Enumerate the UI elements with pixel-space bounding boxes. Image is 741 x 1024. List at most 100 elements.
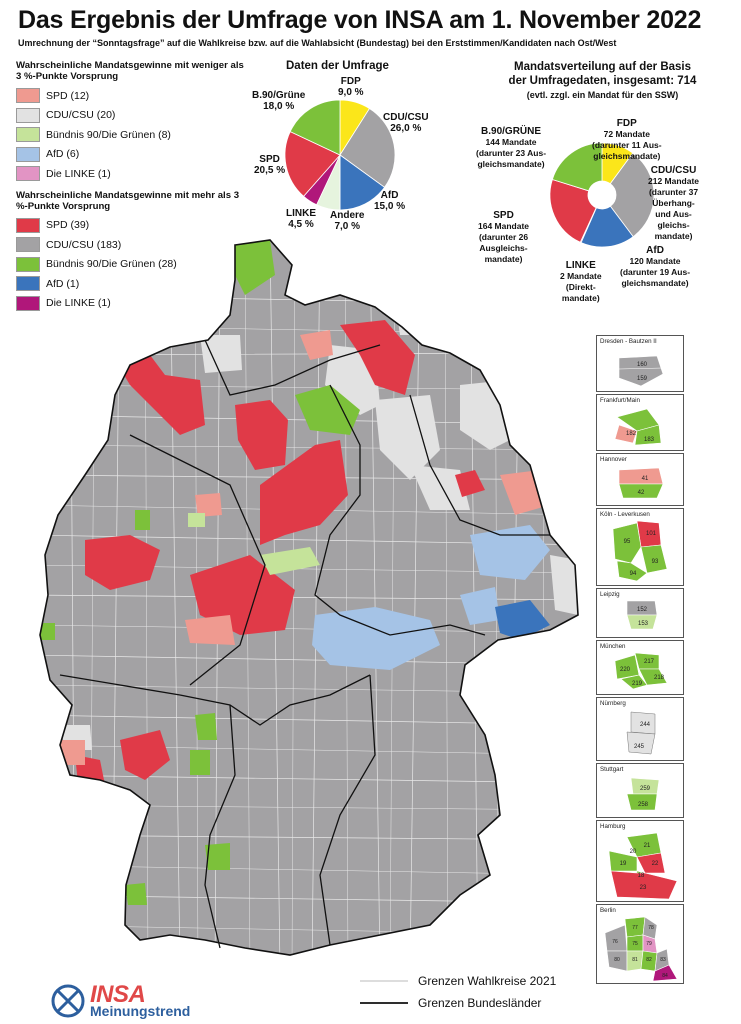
- donut-label-gruene: B.90/GRÜNE 144 Mandate (darunter 23 Aus-gl…: [476, 126, 547, 169]
- svg-text:19: 19: [620, 861, 627, 867]
- swatch-afd-strong: [16, 276, 40, 292]
- legend-item: Bündnis 90/Die Grünen (28): [16, 255, 246, 275]
- map-region-spd-strong: [260, 440, 348, 545]
- svg-text:18: 18: [638, 873, 645, 879]
- inset-frankfurt: Frankfurt/Main 182 183: [596, 394, 684, 451]
- poll-pie-chart: Daten der Umfrage FDP 9,0 % CDU/CSU 26,0 %…: [248, 60, 448, 240]
- slice-spd: [549, 178, 597, 243]
- inset-title: Hannover: [600, 456, 627, 463]
- svg-text:182: 182: [626, 431, 637, 437]
- map-region-afd-weak: [470, 525, 550, 580]
- slice-afd: [339, 154, 386, 211]
- map-region-gruene-strong: [295, 385, 360, 435]
- slice-b-90-gr-ne: [289, 99, 341, 156]
- pie-label-andere: Andere 7,0 %: [330, 210, 365, 232]
- svg-text:183: 183: [644, 437, 655, 443]
- svg-text:93: 93: [652, 559, 659, 565]
- svg-text:78: 78: [648, 925, 654, 931]
- legend-label: CDU/CSU (183): [46, 238, 122, 251]
- donut-label-linke: LINKE 2 Mandate (Direkt-mandate): [560, 260, 602, 303]
- inset-berlin: Berlin 76 77 78 75 79 80 81 82 83 84: [596, 904, 684, 984]
- legend-label: Die LINKE (1): [46, 167, 111, 180]
- inset-title: Stuttgart: [600, 766, 624, 773]
- svg-text:258: 258: [638, 802, 649, 808]
- legend-label: Die LINKE (1): [46, 297, 111, 310]
- legend-item: AfD (1): [16, 274, 246, 294]
- svg-text:82: 82: [646, 957, 652, 963]
- inset-muenchen: München 217 220 218 219: [596, 640, 684, 695]
- inset-title: Hamburg: [600, 823, 626, 830]
- legend-item: CDU/CSU (20): [16, 106, 246, 126]
- map-region-gruene-strong: [125, 883, 147, 905]
- slice-cdu-csu: [609, 152, 655, 238]
- inset-leipzig: Leipzig 152 153: [596, 588, 684, 638]
- pie-label-cdu: CDU/CSU 26,0 %: [383, 112, 429, 134]
- svg-text:259: 259: [640, 786, 651, 792]
- legend-label: CDU/CSU (20): [46, 109, 116, 122]
- map-region-spd-weak: [185, 615, 235, 645]
- svg-text:21: 21: [644, 843, 651, 849]
- page-subtitle: Umrechnung der “Sonntagsfrage” auf die W…: [18, 38, 617, 48]
- map-region-spd-strong: [115, 355, 205, 435]
- inset-hannover: Hannover 41 42: [596, 453, 684, 506]
- city-insets: Dresden - Bautzen II 160 159 Frankfurt/Ma…: [596, 335, 684, 986]
- thin-line-icon: [360, 980, 408, 982]
- svg-text:94: 94: [630, 571, 637, 577]
- legend-label: Bündnis 90/Die Grünen (8): [46, 128, 171, 141]
- pie-label-gruene: B.90/Grüne 18,0 %: [252, 90, 306, 112]
- legend-item: Die LINKE (1): [16, 164, 246, 184]
- swatch-gruene-weak: [16, 127, 40, 143]
- map-region-afd-weak: [460, 587, 500, 625]
- map-region-cdu-weak: [375, 395, 440, 480]
- swatch-afd-weak: [16, 146, 40, 162]
- map-region-spd-strong: [190, 555, 295, 635]
- inset-title: Frankfurt/Main: [600, 397, 640, 404]
- map-region-spd-strong: [85, 535, 160, 590]
- insa-logo-name: INSA: [90, 981, 146, 1008]
- pie-label-spd: SPD 20,5 %: [254, 154, 286, 176]
- map-line-legend: Grenzen Wahlkreise 2021 Grenzen Bundeslä…: [360, 970, 630, 1014]
- svg-text:159: 159: [637, 376, 648, 382]
- seat-donut-chart: Mandatsverteilung auf der Basis der Umfra…: [470, 60, 735, 310]
- legend-label: Bündnis 90/Die Grünen (28): [46, 258, 177, 271]
- legend-item: SPD (12): [16, 86, 246, 106]
- svg-text:218: 218: [654, 675, 665, 681]
- svg-text:160: 160: [637, 362, 648, 368]
- map-region-gruene-strong: [135, 510, 150, 530]
- legend-label: AfD (6): [46, 148, 80, 161]
- map-region-spd-strong: [455, 470, 485, 497]
- map-region-spd-strong: [120, 730, 170, 780]
- seat-donut-title: Mandatsverteilung auf der Basis der Umfra…: [508, 61, 697, 87]
- legend: Wahrscheinliche Mandatsgewinne mit wenig…: [16, 60, 246, 319]
- svg-text:80: 80: [614, 957, 620, 963]
- svg-text:95: 95: [624, 539, 631, 545]
- map-region-cdu-weak: [200, 335, 242, 373]
- map-legend-wahlkreise: Grenzen Wahlkreise 2021: [360, 970, 630, 992]
- pie-label-linke: LINKE 4,5 %: [286, 208, 316, 230]
- svg-text:42: 42: [638, 490, 645, 496]
- swatch-gruene-strong: [16, 256, 40, 272]
- inset-title: Berlin: [600, 907, 616, 914]
- map-region-cdu-weak: [550, 555, 578, 615]
- map-region-gruene-strong: [205, 843, 230, 870]
- slice-afd: [580, 205, 634, 248]
- donut-label-fdp: FDP 72 Mandate (darunter 11 Aus-gleichsman…: [592, 118, 662, 161]
- legend-strong-heading: Wahrscheinliche Mandatsgewinne mit mehr …: [16, 189, 240, 212]
- svg-text:217: 217: [644, 659, 655, 665]
- svg-text:84: 84: [662, 973, 668, 979]
- svg-text:83: 83: [660, 957, 666, 963]
- svg-text:219: 219: [632, 681, 643, 687]
- slice-b-90-gr-ne: [551, 142, 603, 192]
- map-region-spd-weak: [195, 493, 222, 517]
- germany-map: [39, 239, 579, 956]
- insa-logo: INSA Meinungstrend: [50, 981, 250, 1021]
- inset-title: Dresden - Bautzen II: [600, 338, 657, 345]
- inset-nuernberg: Nürnberg 244 245: [596, 697, 684, 761]
- map-region-spd-strong: [235, 400, 288, 470]
- poll-pie-svg: [284, 99, 396, 211]
- legend-item: Die LINKE (1): [16, 294, 246, 314]
- swatch-cdu-weak: [16, 107, 40, 123]
- slice-spd: [284, 131, 341, 197]
- map-region-afd-weak: [312, 607, 440, 670]
- legend-weak-group: Wahrscheinliche Mandatsgewinne mit wenig…: [16, 60, 246, 184]
